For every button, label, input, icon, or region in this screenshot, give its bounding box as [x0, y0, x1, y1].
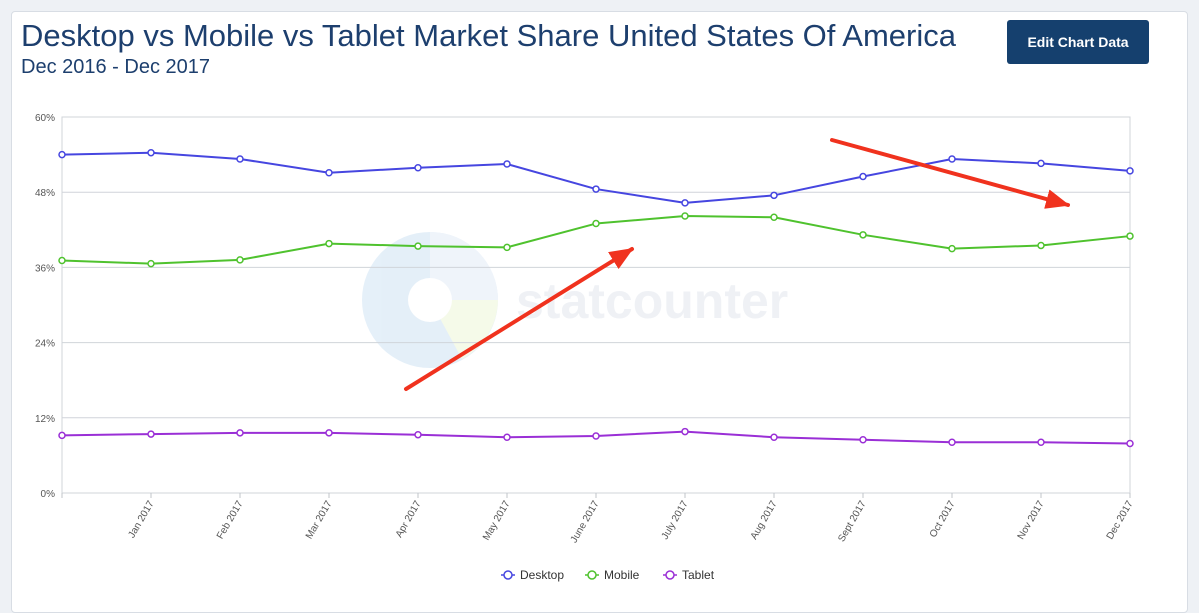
mobile-point[interactable] [58, 256, 66, 265]
tablet-point[interactable] [1126, 439, 1134, 448]
tablet-point[interactable] [948, 438, 956, 446]
legend-item-mobile[interactable]: Mobile [585, 568, 640, 582]
desktop-point[interactable] [592, 185, 600, 193]
x-tick-label: Mar 2017 [304, 499, 335, 541]
legend-mobile-label: Mobile [604, 568, 640, 582]
x-tick-label: June 2017 [569, 499, 602, 545]
legend-tablet-marker [665, 570, 675, 580]
x-tick-label: Jan 2017 [126, 499, 156, 541]
tablet-point[interactable] [58, 431, 66, 440]
desktop-point[interactable] [236, 155, 244, 163]
x-tick-label: May 2017 [481, 499, 513, 543]
x-tick-label: Apr 2017 [394, 499, 424, 540]
mobile-point[interactable] [1126, 232, 1134, 240]
line-chart: statcounter Jan 2017 Feb 2017 Mar 2017 Apr … [35, 113, 1136, 582]
y-tick-label: 0% [41, 489, 56, 500]
tablet-point[interactable] [147, 430, 155, 438]
y-tick-label: 36% [35, 263, 55, 274]
mobile-point[interactable] [1037, 241, 1045, 250]
mobile-point[interactable] [414, 242, 422, 250]
x-tick-label: Sept 2017 [836, 499, 869, 544]
x-tick-label: Oct 2017 [928, 499, 958, 540]
tablet-point[interactable] [770, 433, 778, 441]
mobile-point[interactable] [770, 213, 778, 222]
legend-item-tablet[interactable]: Tablet [663, 568, 715, 582]
desktop-point[interactable] [681, 199, 689, 207]
mobile-point[interactable] [236, 256, 244, 264]
desktop-point[interactable] [859, 172, 867, 181]
desktop-point[interactable] [948, 155, 956, 163]
legend-item-desktop[interactable]: Desktop [501, 568, 564, 582]
tablet-point[interactable] [414, 430, 422, 439]
y-tick-label: 60% [35, 113, 55, 124]
legend-desktop-label: Desktop [520, 568, 564, 582]
mobile-point[interactable] [859, 231, 867, 239]
x-tick-label: July 2017 [660, 499, 691, 542]
desktop-point[interactable] [147, 148, 155, 157]
watermark-text: statcounter [516, 273, 788, 329]
x-tick-label: Dec 2017 [1105, 499, 1136, 542]
annotation-arrow-up [404, 247, 634, 391]
chart-panel [11, 11, 1188, 613]
mobile-point[interactable] [503, 243, 511, 252]
y-tick-label: 48% [35, 188, 55, 199]
desktop-point[interactable] [58, 150, 66, 159]
edit-chart-data-button[interactable]: Edit Chart Data [1007, 20, 1149, 64]
desktop-point[interactable] [503, 160, 511, 168]
desktop-point[interactable] [1126, 167, 1134, 175]
annotation-arrow-down [830, 138, 1070, 209]
mobile-point[interactable] [681, 212, 689, 220]
desktop-point[interactable] [414, 164, 422, 172]
y-tick-label: 12% [35, 414, 55, 425]
legend-tablet-label: Tablet [682, 568, 715, 582]
tablet-point[interactable] [592, 432, 600, 440]
mobile-point[interactable] [325, 239, 333, 248]
tablet-point[interactable] [325, 429, 333, 437]
chart-title: Desktop vs Mobile vs Tablet Market Share… [21, 18, 956, 53]
tablet-point[interactable] [236, 429, 244, 437]
mobile-point[interactable] [147, 259, 155, 268]
legend-mobile-marker [587, 570, 597, 580]
x-tick-label: Nov 2017 [1016, 499, 1047, 542]
tablet-point[interactable] [681, 427, 689, 436]
statcounter-watermark: statcounter [362, 232, 788, 368]
desktop-point[interactable] [1037, 159, 1045, 168]
mobile-point[interactable] [592, 219, 600, 228]
y-tick-label: 24% [35, 339, 55, 350]
legend-desktop-marker [503, 570, 513, 580]
chart-subtitle: Dec 2016 - Dec 2017 [21, 56, 211, 78]
tablet-point[interactable] [1037, 438, 1045, 446]
desktop-point[interactable] [325, 169, 333, 177]
mobile-point[interactable] [948, 244, 956, 253]
tablet-point[interactable] [503, 433, 511, 441]
tablet-point[interactable] [859, 435, 867, 444]
x-tick-label: Aug 2017 [749, 499, 780, 542]
desktop-point[interactable] [770, 191, 778, 200]
x-tick-label: Feb 2017 [215, 499, 246, 541]
